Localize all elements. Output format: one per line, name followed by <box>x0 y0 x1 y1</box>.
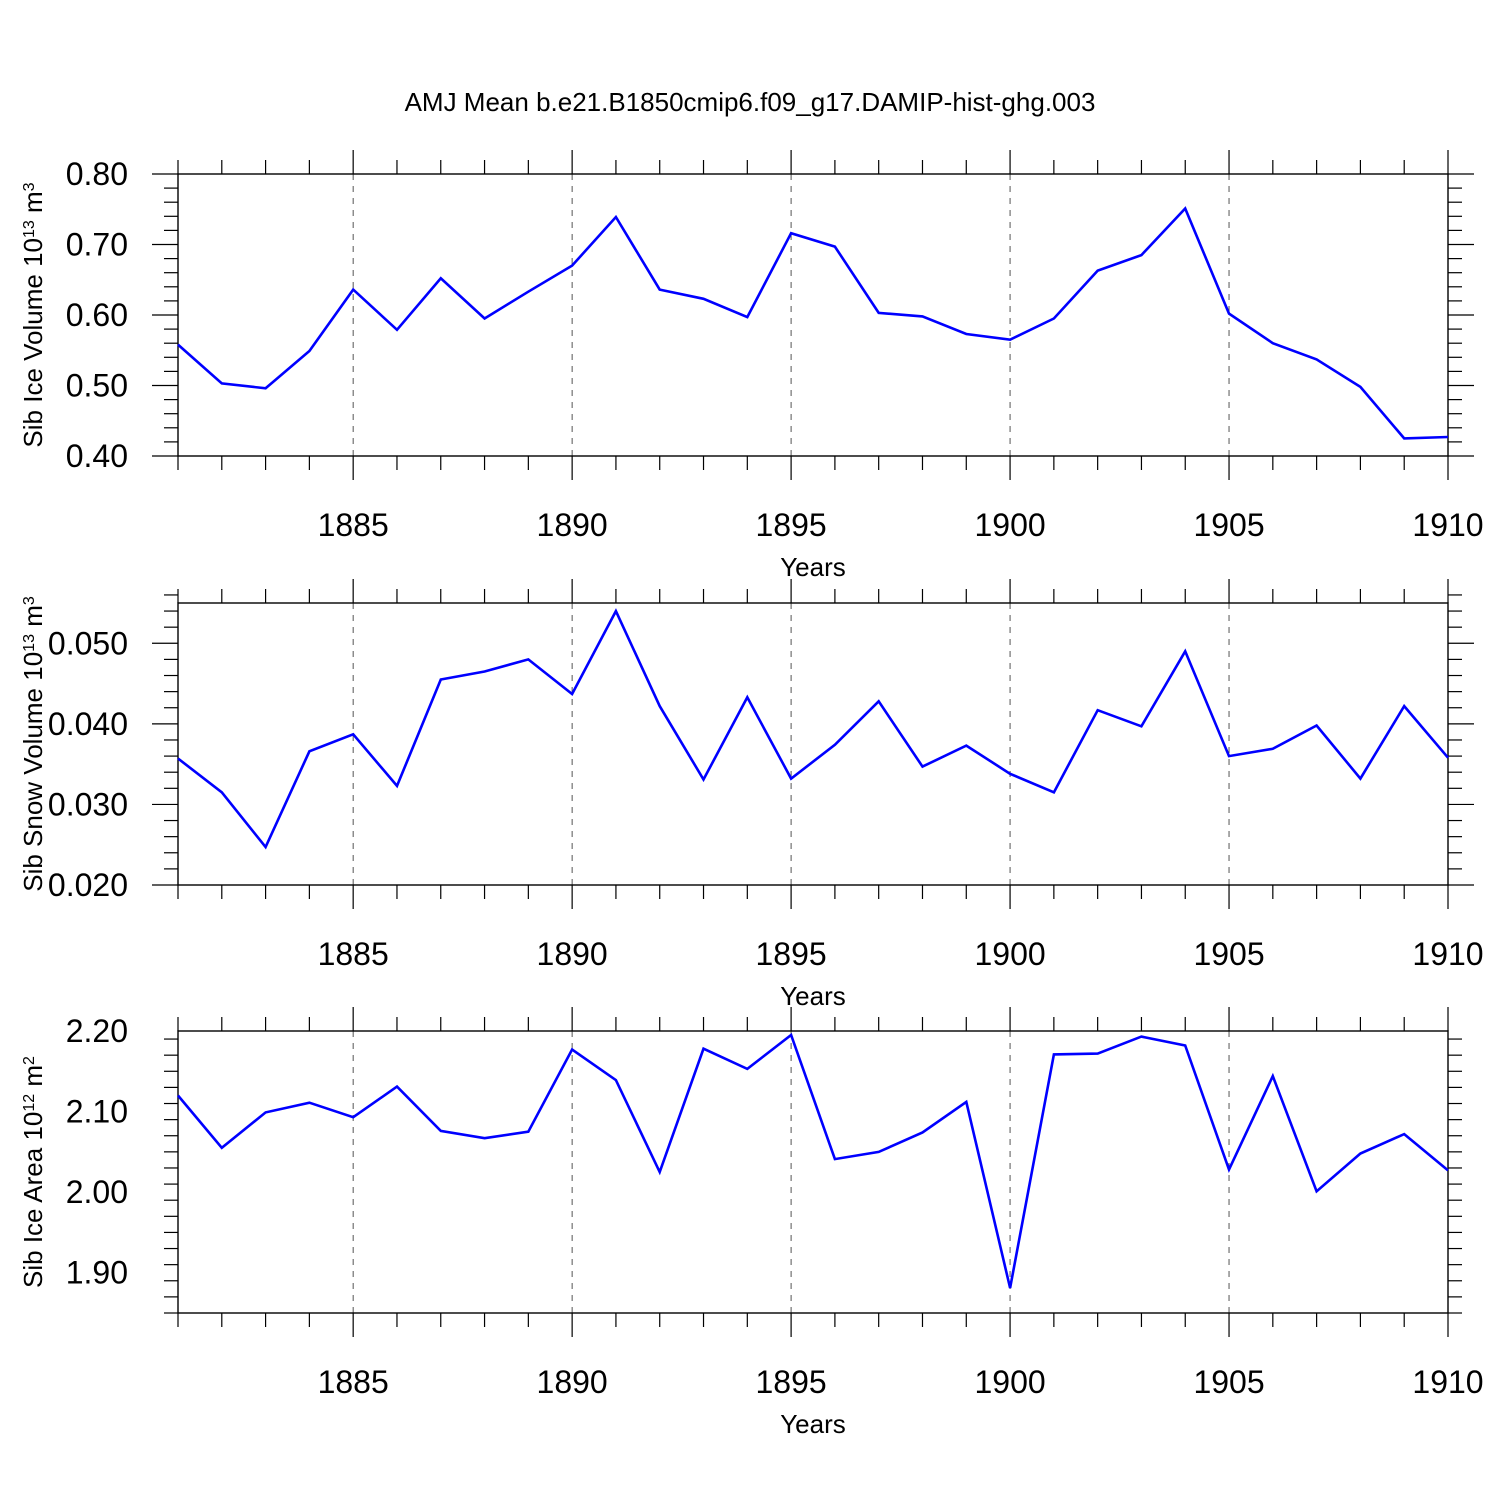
plot-frame <box>177 1030 1449 1314</box>
y-tick-label: 1.90 <box>66 1255 128 1291</box>
y-axis-label: Sib Snow Volume 1013 m3 <box>18 596 48 892</box>
plot-frame <box>177 602 1449 886</box>
y-axis-label: Sib Ice Area 1012 m2 <box>18 1056 48 1288</box>
series-line <box>177 608 1449 850</box>
y-tick-label: 2.10 <box>66 1094 128 1130</box>
y-tick-label: 0.70 <box>66 227 128 263</box>
series-line <box>177 1032 1449 1289</box>
x-tick-label: 1885 <box>318 507 389 543</box>
x-tick-label: 1900 <box>974 507 1045 543</box>
panel-2: 1885 1890 1895 1900 1905 1910 0.020 0.030 0.040 0… <box>18 579 1484 1011</box>
y-tick-label: 0.50 <box>66 368 128 404</box>
x-tick-label: 1895 <box>756 1364 827 1400</box>
panel-1: 1885 1890 1895 1900 1905 1910 0.40 0.50 0.60 0.70… <box>18 150 1484 582</box>
y-tick-label: 0.020 <box>48 867 128 903</box>
y-tick-label: 0.60 <box>66 297 128 333</box>
x-tick-label: 1895 <box>756 936 827 972</box>
x-axis-label: Years <box>780 981 846 1011</box>
y-tick-label: 0.050 <box>48 625 128 661</box>
y-tick-label: 0.40 <box>66 438 128 474</box>
x-tick-label: 1905 <box>1193 507 1264 543</box>
x-tick-label: 1890 <box>537 936 608 972</box>
x-tick-label: 1910 <box>1412 936 1483 972</box>
x-tick-label: 1885 <box>318 1364 389 1400</box>
chart-title: AMJ Mean b.e21.B1850cmip6.f09_g17.DAMIP-… <box>405 87 1096 117</box>
x-tick-label: 1910 <box>1412 507 1483 543</box>
plot-frame <box>177 173 1449 457</box>
y-axis-label: Sib Ice Volume 1013 m3 <box>18 182 48 447</box>
x-tick-label: 1890 <box>537 507 608 543</box>
y-tick-label: 0.80 <box>66 156 128 192</box>
panels: 1885 1890 1895 1900 1905 1910 0.40 0.50 0.60 0.70… <box>18 150 1484 1439</box>
series-line <box>177 206 1449 440</box>
x-tick-label: 1890 <box>537 1364 608 1400</box>
x-tick-label: 1885 <box>318 936 389 972</box>
x-tick-label: 1905 <box>1193 936 1264 972</box>
x-tick-label: 1910 <box>1412 1364 1483 1400</box>
y-tick-label: 0.030 <box>48 786 128 822</box>
x-tick-label: 1905 <box>1193 1364 1264 1400</box>
x-tick-label: 1895 <box>756 507 827 543</box>
y-tick-label: 2.20 <box>66 1013 128 1049</box>
x-tick-label: 1900 <box>974 1364 1045 1400</box>
y-tick-label: 2.00 <box>66 1174 128 1210</box>
panel-3: 1885 1890 1895 1900 1905 1910 1.90 2.00 2.10 2.20… <box>18 1007 1484 1439</box>
x-axis-label: Years <box>780 552 846 582</box>
x-axis-label: Years <box>780 1409 846 1439</box>
x-tick-label: 1900 <box>974 936 1045 972</box>
y-tick-label: 0.040 <box>48 706 128 742</box>
